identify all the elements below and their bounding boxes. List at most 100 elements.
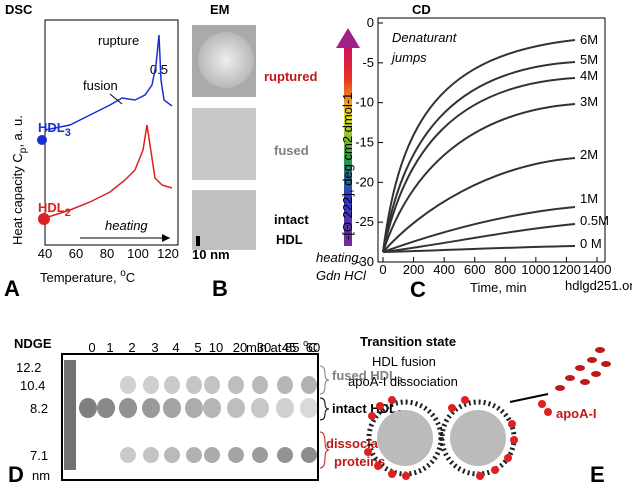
t: intact HDL — [332, 401, 397, 416]
letter: E — [590, 462, 605, 487]
band — [120, 376, 136, 394]
ladder — [64, 360, 76, 470]
marker-label: nm — [32, 468, 50, 483]
curve-label: 3M — [580, 94, 598, 109]
annotation: rupture — [98, 33, 139, 48]
frame — [44, 19, 179, 246]
arrow-label: heating, — [316, 250, 362, 265]
y-label: -[Θ 222], deg cm2 dmol-1 — [340, 93, 355, 240]
pointer — [109, 93, 123, 105]
panel-a: DSC A Heat capacity Cp, a. u. 40 60 80 100 1… — [4, 2, 179, 301]
lane-label: 60 — [306, 340, 320, 355]
lane-label: 2 — [128, 340, 135, 355]
band — [143, 376, 159, 394]
hdl3: HDL3 — [38, 120, 71, 139]
subtitle: jumps — [390, 50, 427, 65]
lane-label: 1 — [106, 340, 113, 355]
t: fused HDL — [332, 368, 397, 383]
x-tick: 60 — [69, 246, 83, 261]
band — [186, 376, 202, 394]
t: o — [120, 268, 126, 279]
band — [186, 447, 202, 463]
x-tick: 120 — [157, 246, 179, 261]
lane-label: 30 — [257, 340, 271, 355]
arrow-label: Gdn HCl — [316, 268, 367, 283]
title: Transition state — [360, 334, 456, 349]
t: HDL — [38, 200, 65, 215]
band — [277, 376, 293, 394]
panel-d: NDGE 0 1 2 3 4 5 10 20 30 45 60 min at 85 oC 12.21… — [8, 336, 403, 487]
t: 3 — [397, 376, 403, 387]
em-image — [192, 190, 256, 250]
y-tick: -15 — [355, 135, 374, 150]
label: ruptured — [264, 69, 318, 84]
curve-label: 2M — [580, 147, 598, 162]
x-tick: 1200 — [552, 262, 581, 277]
letter: B — [212, 276, 228, 301]
title: NDGE — [14, 336, 52, 351]
x-tick: 40 — [38, 246, 52, 261]
band — [204, 376, 220, 394]
marker-label: 8.2 — [30, 401, 48, 416]
lane-label: 4 — [172, 340, 179, 355]
t: o — [303, 338, 308, 348]
y-tick: 0.5 — [150, 62, 168, 77]
x-label: Time, min — [470, 280, 527, 295]
t: Heat capacity C — [10, 153, 25, 245]
scale-bar — [196, 236, 200, 246]
band — [203, 398, 221, 418]
brace — [319, 397, 330, 421]
marker — [38, 213, 50, 225]
marker-label: 10.4 — [20, 378, 45, 393]
subtitle: Denaturant — [392, 30, 458, 45]
red-curve — [44, 124, 173, 219]
band — [300, 398, 318, 418]
annotation: heating — [105, 218, 148, 233]
x-tick: 800 — [494, 262, 516, 277]
curve-label: 1M — [580, 191, 598, 206]
letter: C — [410, 277, 426, 302]
marker-label: 7.1 — [30, 448, 48, 463]
brace — [319, 365, 330, 395]
y-tick: -30 — [355, 254, 374, 269]
credit: hdlgd251.org — [565, 278, 632, 293]
band — [301, 447, 317, 463]
band — [301, 376, 317, 394]
band — [204, 447, 220, 463]
x-tick: 1400 — [583, 262, 612, 277]
annotation: fusion — [83, 78, 118, 93]
hdl2: HDL2 — [38, 200, 71, 219]
x-tick: 600 — [464, 262, 486, 277]
title: CD — [412, 2, 431, 17]
y-tick: -10 — [355, 95, 374, 110]
curve-label: 6M — [580, 32, 598, 47]
band — [277, 447, 293, 463]
y-tick: -25 — [355, 214, 374, 229]
band — [252, 447, 268, 463]
marker-label: 12.2 — [16, 360, 41, 375]
title: EM — [210, 2, 230, 17]
arrow-head — [162, 234, 170, 242]
x-tick: 80 — [100, 246, 114, 261]
t: HDL — [38, 120, 65, 135]
lane-label: 3 — [151, 340, 158, 355]
lane-label: 20 — [233, 340, 247, 355]
cd-curves — [382, 39, 576, 253]
t: C — [126, 270, 135, 285]
band-label: fused HDL3 — [332, 368, 403, 387]
t: min at 85 — [246, 340, 303, 355]
band — [163, 398, 181, 418]
letter: A — [4, 276, 20, 301]
band — [97, 398, 115, 418]
scale: 10 nm — [192, 247, 230, 262]
curve-label: 0.5M — [580, 213, 609, 228]
x-tick: 400 — [433, 262, 455, 277]
blue-curve — [44, 34, 173, 131]
x-label: Temperature, oC — [40, 268, 135, 285]
t: C — [308, 340, 317, 355]
line: apoA-I dissociation — [348, 374, 458, 389]
band — [79, 398, 97, 418]
lane-unit: min at 85 oC — [246, 338, 318, 355]
band — [120, 447, 136, 463]
protein-label: apoA-I — [556, 406, 596, 421]
